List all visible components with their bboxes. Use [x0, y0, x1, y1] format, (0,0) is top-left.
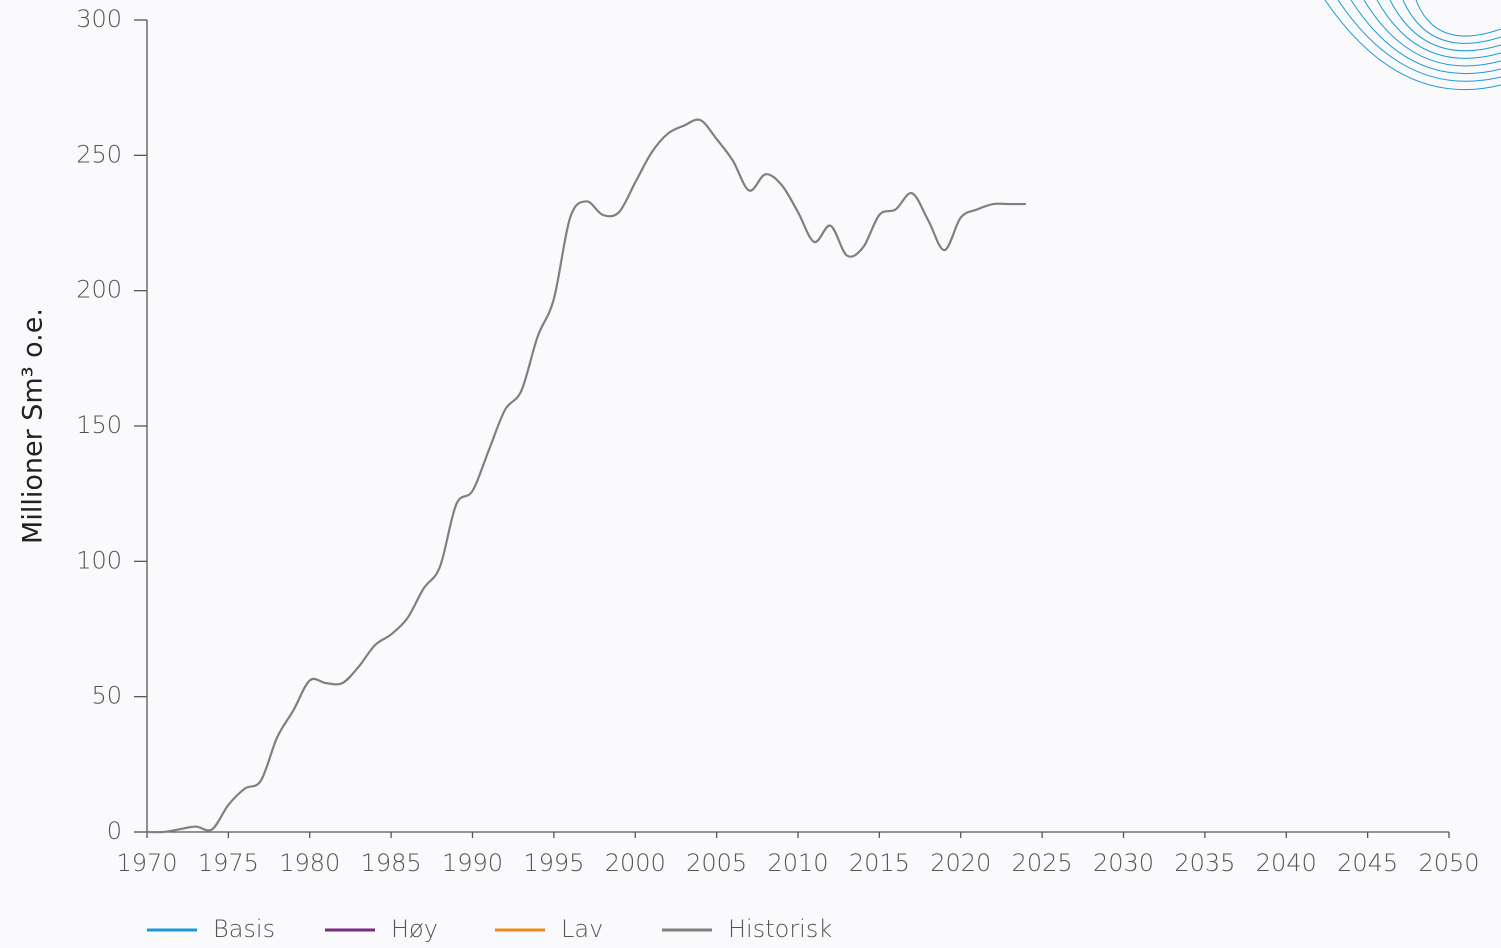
x-tick-label: 2025 [1012, 849, 1073, 877]
x-tick-label: 1975 [198, 849, 259, 877]
x-tick-label: 2040 [1256, 849, 1317, 877]
x-tick-label: 2005 [686, 849, 747, 877]
x-tick-label: 1970 [116, 849, 177, 877]
legend-label: Lav [561, 915, 603, 943]
y-tick-label: 0 [107, 817, 122, 845]
x-tick-label: 2020 [930, 849, 991, 877]
x-tick-label: 2010 [767, 849, 828, 877]
x-tick-label: 1990 [442, 849, 503, 877]
y-tick-label: 200 [76, 276, 122, 304]
y-tick-label: 150 [76, 411, 122, 439]
y-tick-label: 100 [76, 546, 122, 574]
x-tick-label: 2000 [605, 849, 666, 877]
x-tick-label: 2030 [1093, 849, 1154, 877]
decoration [1324, 0, 1501, 91]
x-tick-label: 2045 [1337, 849, 1398, 877]
legend-label: Basis [213, 915, 275, 943]
y-tick-label: 250 [76, 140, 122, 168]
x-tick-label: 1985 [361, 849, 422, 877]
x-tick-label: 1995 [523, 849, 584, 877]
legend-label: Historisk [728, 915, 832, 943]
y-tick-label: 50 [91, 682, 122, 710]
x-tick-label: 2015 [849, 849, 910, 877]
y-axis-label: Millioner Sm³ o.e. [18, 308, 49, 544]
y-tick-label: 300 [76, 5, 122, 33]
x-tick-label: 1980 [279, 849, 340, 877]
x-tick-label: 2035 [1174, 849, 1235, 877]
legend-label: Høy [391, 915, 438, 943]
series-line [146, 118, 1026, 834]
x-tick-label: 2050 [1418, 849, 1479, 877]
